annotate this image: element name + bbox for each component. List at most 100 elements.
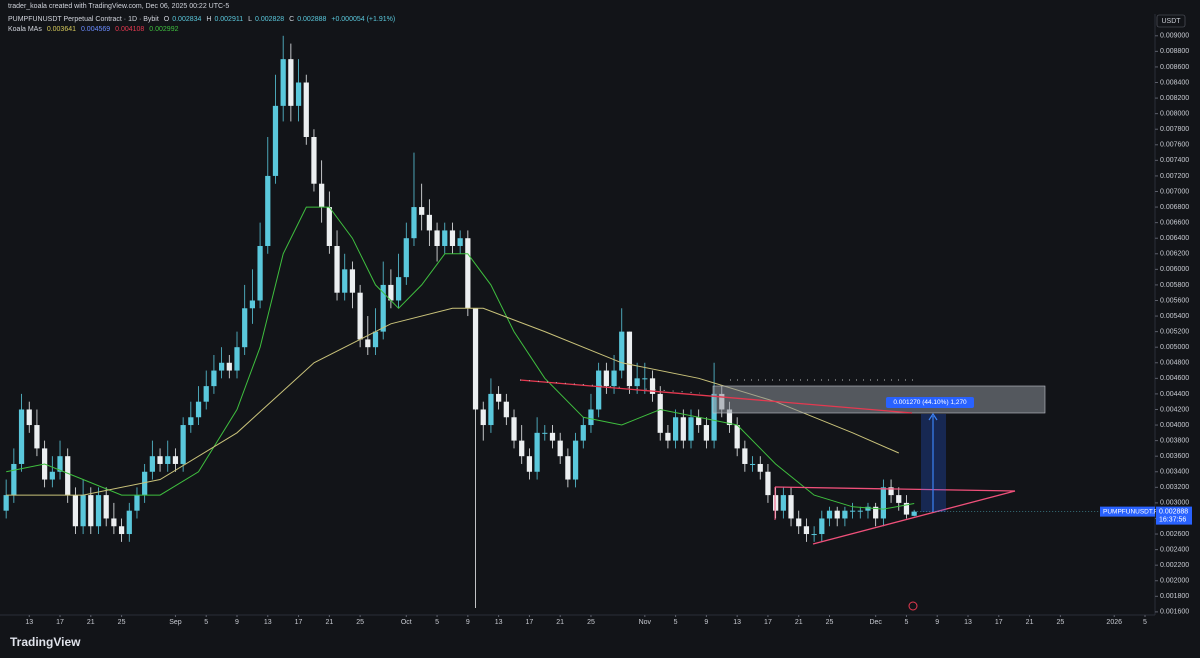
candle-body: [88, 495, 94, 527]
triangle-line: [812, 490, 1016, 545]
y-tick-label: 0.008600: [1160, 64, 1189, 71]
candle-body: [357, 292, 363, 340]
candle-body: [565, 456, 571, 480]
y-tick-label: 0.004400: [1160, 391, 1189, 398]
last-price: 0.002888: [1159, 508, 1188, 515]
x-tick-label: 17: [995, 619, 1003, 626]
measure-label-box: [886, 397, 974, 408]
y-tick-label: 0.005200: [1160, 328, 1189, 335]
x-tick-label: 5: [905, 619, 909, 626]
x-tick-label: 13: [495, 619, 503, 626]
y-tick-label: 0.003400: [1160, 469, 1189, 476]
candle-body: [896, 495, 902, 503]
x-tick-label: Sep: [169, 619, 182, 626]
candle-body: [773, 495, 779, 511]
ohlc-letter: C: [289, 16, 295, 23]
y-tick-label: 0.005400: [1160, 313, 1189, 320]
y-tick-label: 0.009000: [1160, 33, 1189, 40]
y-tick-label: 0.007800: [1160, 126, 1189, 133]
ma-value: 0.003641: [46, 26, 77, 33]
candle-body: [819, 518, 825, 535]
y-tick-label: 0.004600: [1160, 375, 1189, 382]
y-tick-label: 0.006600: [1160, 219, 1189, 226]
candle-body: [672, 417, 679, 441]
y-tick-label: 0.003600: [1160, 453, 1189, 460]
y-tick-label: 0.008200: [1160, 95, 1189, 102]
candle-body: [711, 393, 717, 441]
x-tick-label: 21: [87, 619, 95, 626]
candle-body: [849, 510, 856, 512]
y-tick-label: 0.002600: [1160, 531, 1189, 538]
x-tick-label: 25: [1056, 619, 1064, 626]
candle-body: [180, 425, 186, 464]
x-tick-label: Dec: [869, 619, 882, 626]
candle-body: [726, 409, 733, 426]
candle-body: [411, 207, 417, 239]
y-tick-label: 0.002400: [1160, 546, 1189, 553]
y-tick-label: 0.002200: [1160, 562, 1189, 569]
candle-body: [211, 370, 217, 387]
candle-body: [865, 506, 871, 511]
y-tick-label: 0.002000: [1160, 578, 1189, 585]
y-tick-label: 0.006400: [1160, 235, 1189, 242]
x-tick-label: 25: [826, 619, 834, 626]
candle-body: [657, 393, 663, 433]
candle-body: [465, 238, 471, 309]
candle-body: [526, 456, 533, 472]
y-tick-label: 0.007600: [1160, 142, 1189, 149]
candle-body: [218, 362, 225, 371]
y-tick-label: 0.007200: [1160, 173, 1189, 180]
candle-body: [826, 510, 833, 519]
candle-body: [634, 378, 640, 387]
candle-body: [303, 82, 309, 138]
candle-body: [80, 495, 86, 527]
candle-body: [11, 463, 17, 496]
candle-body: [319, 183, 325, 208]
candle-body: [234, 347, 240, 371]
y-tick-label: 0.005000: [1160, 344, 1189, 351]
candle-body: [903, 502, 910, 515]
triangle-line: [774, 486, 1016, 492]
candle-body: [372, 331, 379, 348]
x-tick-label: 9: [704, 619, 708, 626]
x-tick-label: 17: [56, 619, 64, 626]
brand: TradingView: [10, 635, 81, 649]
candle-body: [295, 82, 302, 106]
candle-body: [734, 425, 740, 449]
candle-body: [780, 495, 786, 511]
candle-body: [257, 245, 263, 301]
candle-body: [480, 409, 486, 426]
x-tick-label: 9: [235, 619, 239, 626]
candle-body: [796, 518, 802, 527]
x-tick-label: 21: [325, 619, 333, 626]
x-tick-label: 17: [526, 619, 534, 626]
y-tick-label: 0.003200: [1160, 484, 1189, 491]
candle-body: [888, 487, 894, 496]
candle-body: [803, 526, 810, 535]
candle-body: [195, 401, 202, 418]
y-tick-label: 0.004000: [1160, 422, 1189, 429]
candle-body: [680, 417, 686, 441]
candle-body: [111, 518, 117, 527]
x-tick-label: 5: [674, 619, 678, 626]
candle-body: [426, 214, 432, 231]
candle-body: [596, 370, 602, 410]
moving-average: [6, 206, 915, 510]
candle-body: [580, 425, 586, 441]
candle-body: [165, 456, 171, 464]
drawings: 0.001270 (44.10%) 1,270: [519, 379, 1046, 611]
y-tick-label: 0.004800: [1160, 360, 1189, 367]
y-tick-label: 0.006000: [1160, 266, 1189, 273]
ma-value: 0.004108: [115, 26, 145, 33]
y-tick-label: 0.005800: [1160, 282, 1189, 289]
candle-body: [149, 456, 155, 472]
y-tick-label: 0.001600: [1160, 609, 1189, 616]
candle-body: [134, 495, 140, 511]
x-tick-label: Nov: [639, 619, 652, 626]
x-tick-label: 9: [935, 619, 939, 626]
candle-body: [288, 59, 294, 106]
ma-value: 0.004569: [80, 26, 111, 33]
candle-body: [280, 59, 286, 106]
ohlc-value: 0.002834: [172, 16, 202, 23]
